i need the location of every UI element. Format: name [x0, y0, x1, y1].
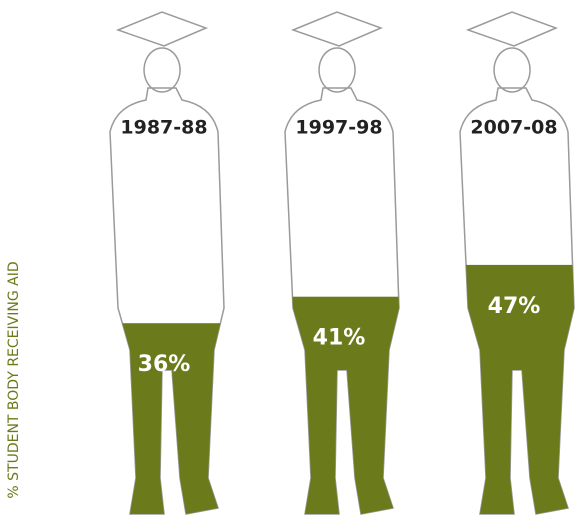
- value-label: 47%: [488, 294, 541, 319]
- category-label: 1997-98: [295, 117, 382, 139]
- value-label: 41%: [313, 326, 366, 351]
- y-axis-label: % STUDENT BODY RECEIVING AID: [6, 261, 22, 498]
- figures: 36% 1987-88 41% 1997-98 47% 2007-08: [109, 11, 575, 515]
- category-label: 1987-88: [120, 117, 207, 139]
- figure: 47% 2007-08: [459, 11, 575, 515]
- value-label: 36%: [138, 352, 191, 377]
- figure: 36% 1987-88: [109, 11, 225, 515]
- figure: 41% 1997-98: [284, 11, 400, 515]
- category-label: 2007-08: [470, 117, 557, 139]
